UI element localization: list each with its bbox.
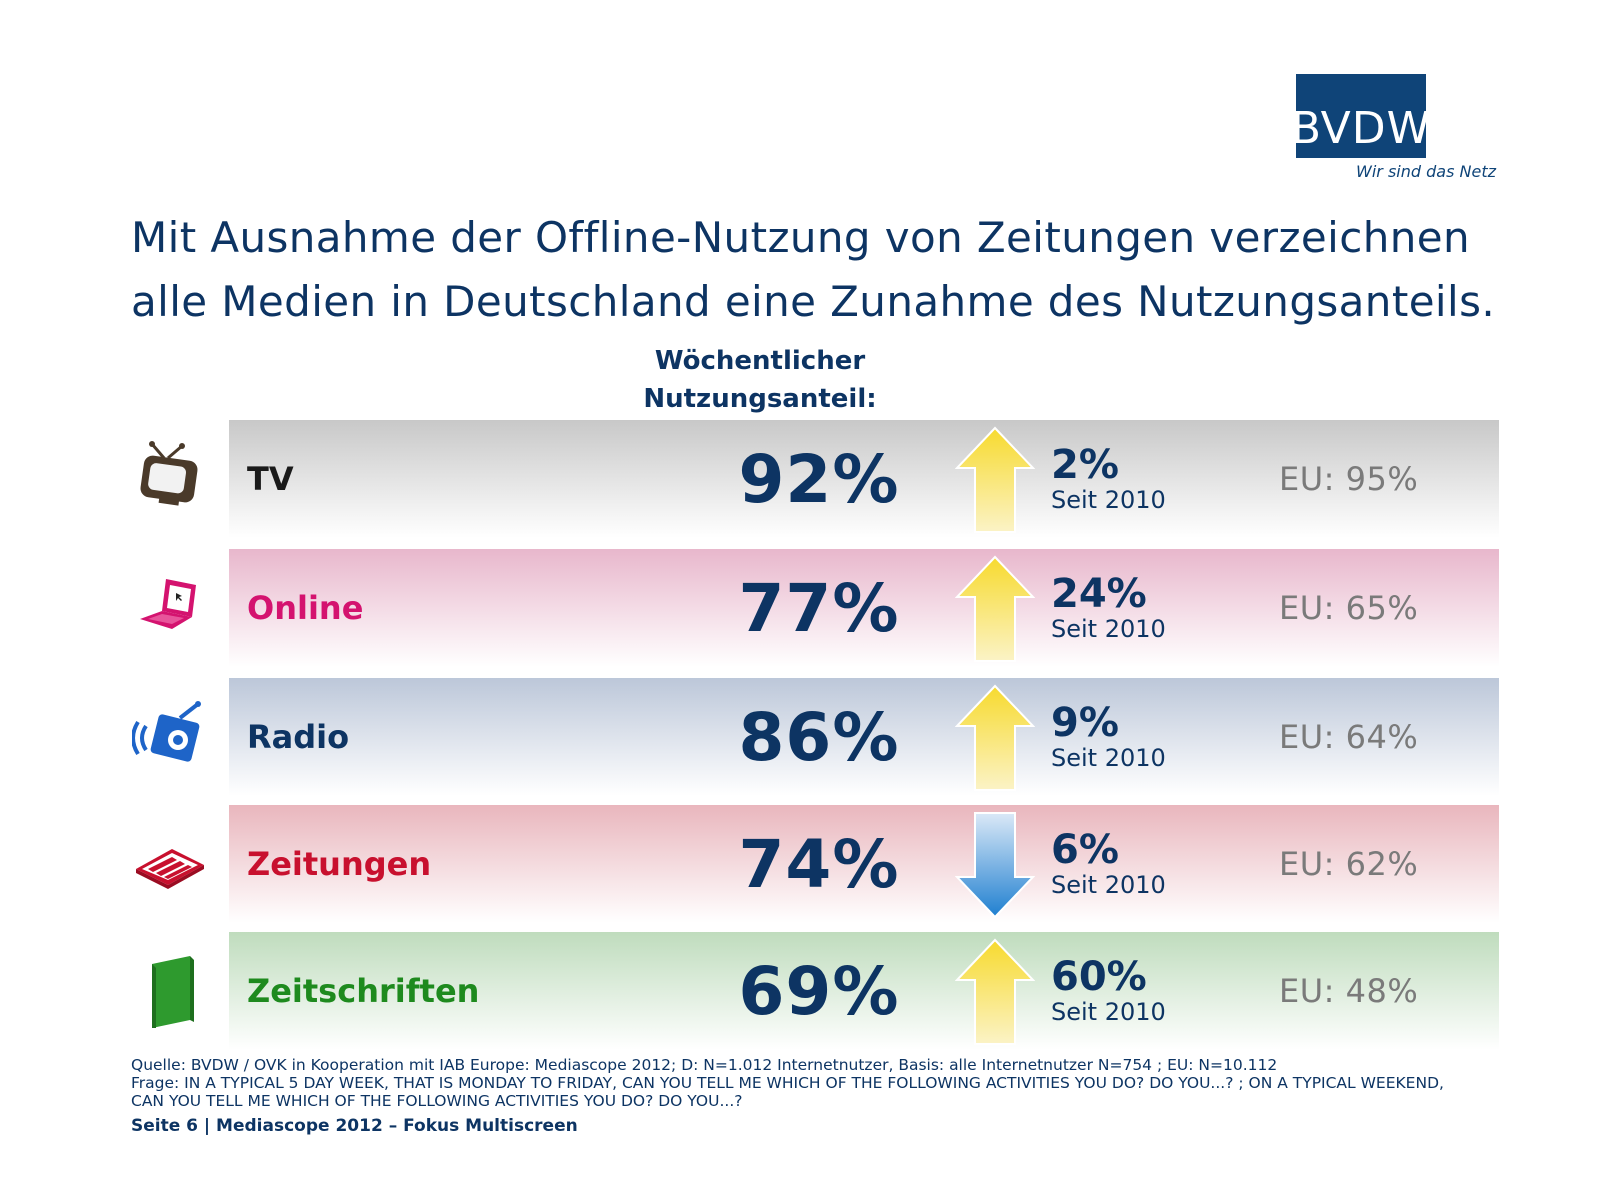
change-value: 6% — [1051, 827, 1119, 873]
row-label: Zeitungen — [247, 845, 432, 883]
change-block: 9% Seit 2010 — [1051, 702, 1166, 772]
page-footer: Seite 6 | Mediascope 2012 – Fokus Multis… — [131, 1116, 578, 1136]
usage-value: 77% — [738, 569, 900, 647]
row-label: Radio — [247, 718, 350, 756]
arrow-up-icon — [954, 684, 1036, 792]
source-line-3: CAN YOU TELL ME WHICH OF THE FOLLOWING A… — [131, 1092, 743, 1110]
eu-value: EU: 95% — [1279, 460, 1419, 498]
change-value: 9% — [1051, 700, 1119, 746]
source-line-2: Frage: IN A TYPICAL 5 DAY WEEK, THAT IS … — [131, 1074, 1444, 1092]
magazine-icon — [132, 950, 208, 1030]
usage-value: 69% — [738, 952, 900, 1030]
arrow-up-icon — [954, 426, 1036, 534]
arrow-up-icon — [954, 555, 1036, 663]
change-block: 2% Seit 2010 — [1051, 444, 1166, 514]
column-header-line-1: Wöchentlicher — [654, 346, 866, 376]
bvdw-logo: BVDW — [1291, 74, 1430, 158]
source-note: Quelle: BVDW / OVK in Kooperation mit IA… — [131, 1056, 1571, 1110]
arrow-up-icon — [954, 938, 1036, 1046]
column-header-line-2: Nutzungsanteil: — [643, 384, 877, 414]
change-since: Seit 2010 — [1051, 871, 1166, 899]
change-block: 60% Seit 2010 — [1051, 956, 1166, 1026]
usage-value: 74% — [738, 825, 900, 903]
table-row: TV 92% 2% Seit 2010 EU: 95% — [229, 420, 1499, 538]
change-value: 24% — [1051, 571, 1147, 617]
laptop-icon — [132, 567, 208, 647]
table-row: Radio 86% 9% Seit 2010 EU: 64% — [229, 678, 1499, 796]
eu-value: EU: 48% — [1279, 972, 1419, 1010]
table-row: Zeitungen 74% 6% Seit 2010 EU: 62% — [229, 805, 1499, 923]
eu-value: EU: 65% — [1279, 589, 1419, 627]
eu-value: EU: 64% — [1279, 718, 1419, 756]
usage-value: 92% — [738, 440, 900, 518]
row-label: Online — [247, 589, 364, 627]
eu-value: EU: 62% — [1279, 845, 1419, 883]
change-block: 6% Seit 2010 — [1051, 829, 1166, 899]
source-line-1: Quelle: BVDW / OVK in Kooperation mit IA… — [131, 1056, 1278, 1074]
usage-value: 86% — [738, 698, 900, 776]
page-title: Mit Ausnahme der Offline-Nutzung von Zei… — [131, 206, 1531, 334]
arrow-down-icon — [954, 811, 1036, 919]
table-row: Online 77% 24% Seit 2010 EU: 65% — [229, 549, 1499, 667]
change-since: Seit 2010 — [1051, 998, 1166, 1026]
change-value: 2% — [1051, 442, 1119, 488]
change-block: 24% Seit 2010 — [1051, 573, 1166, 643]
title-line-2: alle Medien in Deutschland eine Zunahme … — [131, 277, 1496, 326]
logo-tagline: Wir sind das Netz — [1356, 162, 1496, 181]
change-since: Seit 2010 — [1051, 615, 1166, 643]
column-header: Wöchentlicher Nutzungsanteil: — [600, 342, 920, 418]
change-since: Seit 2010 — [1051, 744, 1166, 772]
tv-icon — [132, 438, 208, 518]
row-label: Zeitschriften — [247, 972, 480, 1010]
newspaper-icon — [132, 823, 208, 903]
change-since: Seit 2010 — [1051, 486, 1166, 514]
change-value: 60% — [1051, 954, 1147, 1000]
row-label: TV — [247, 460, 294, 498]
table-row: Zeitschriften 69% 60% Seit 2010 EU: 48% — [229, 932, 1499, 1050]
title-line-1: Mit Ausnahme der Offline-Nutzung von Zei… — [131, 213, 1471, 262]
radio-icon — [131, 696, 208, 776]
